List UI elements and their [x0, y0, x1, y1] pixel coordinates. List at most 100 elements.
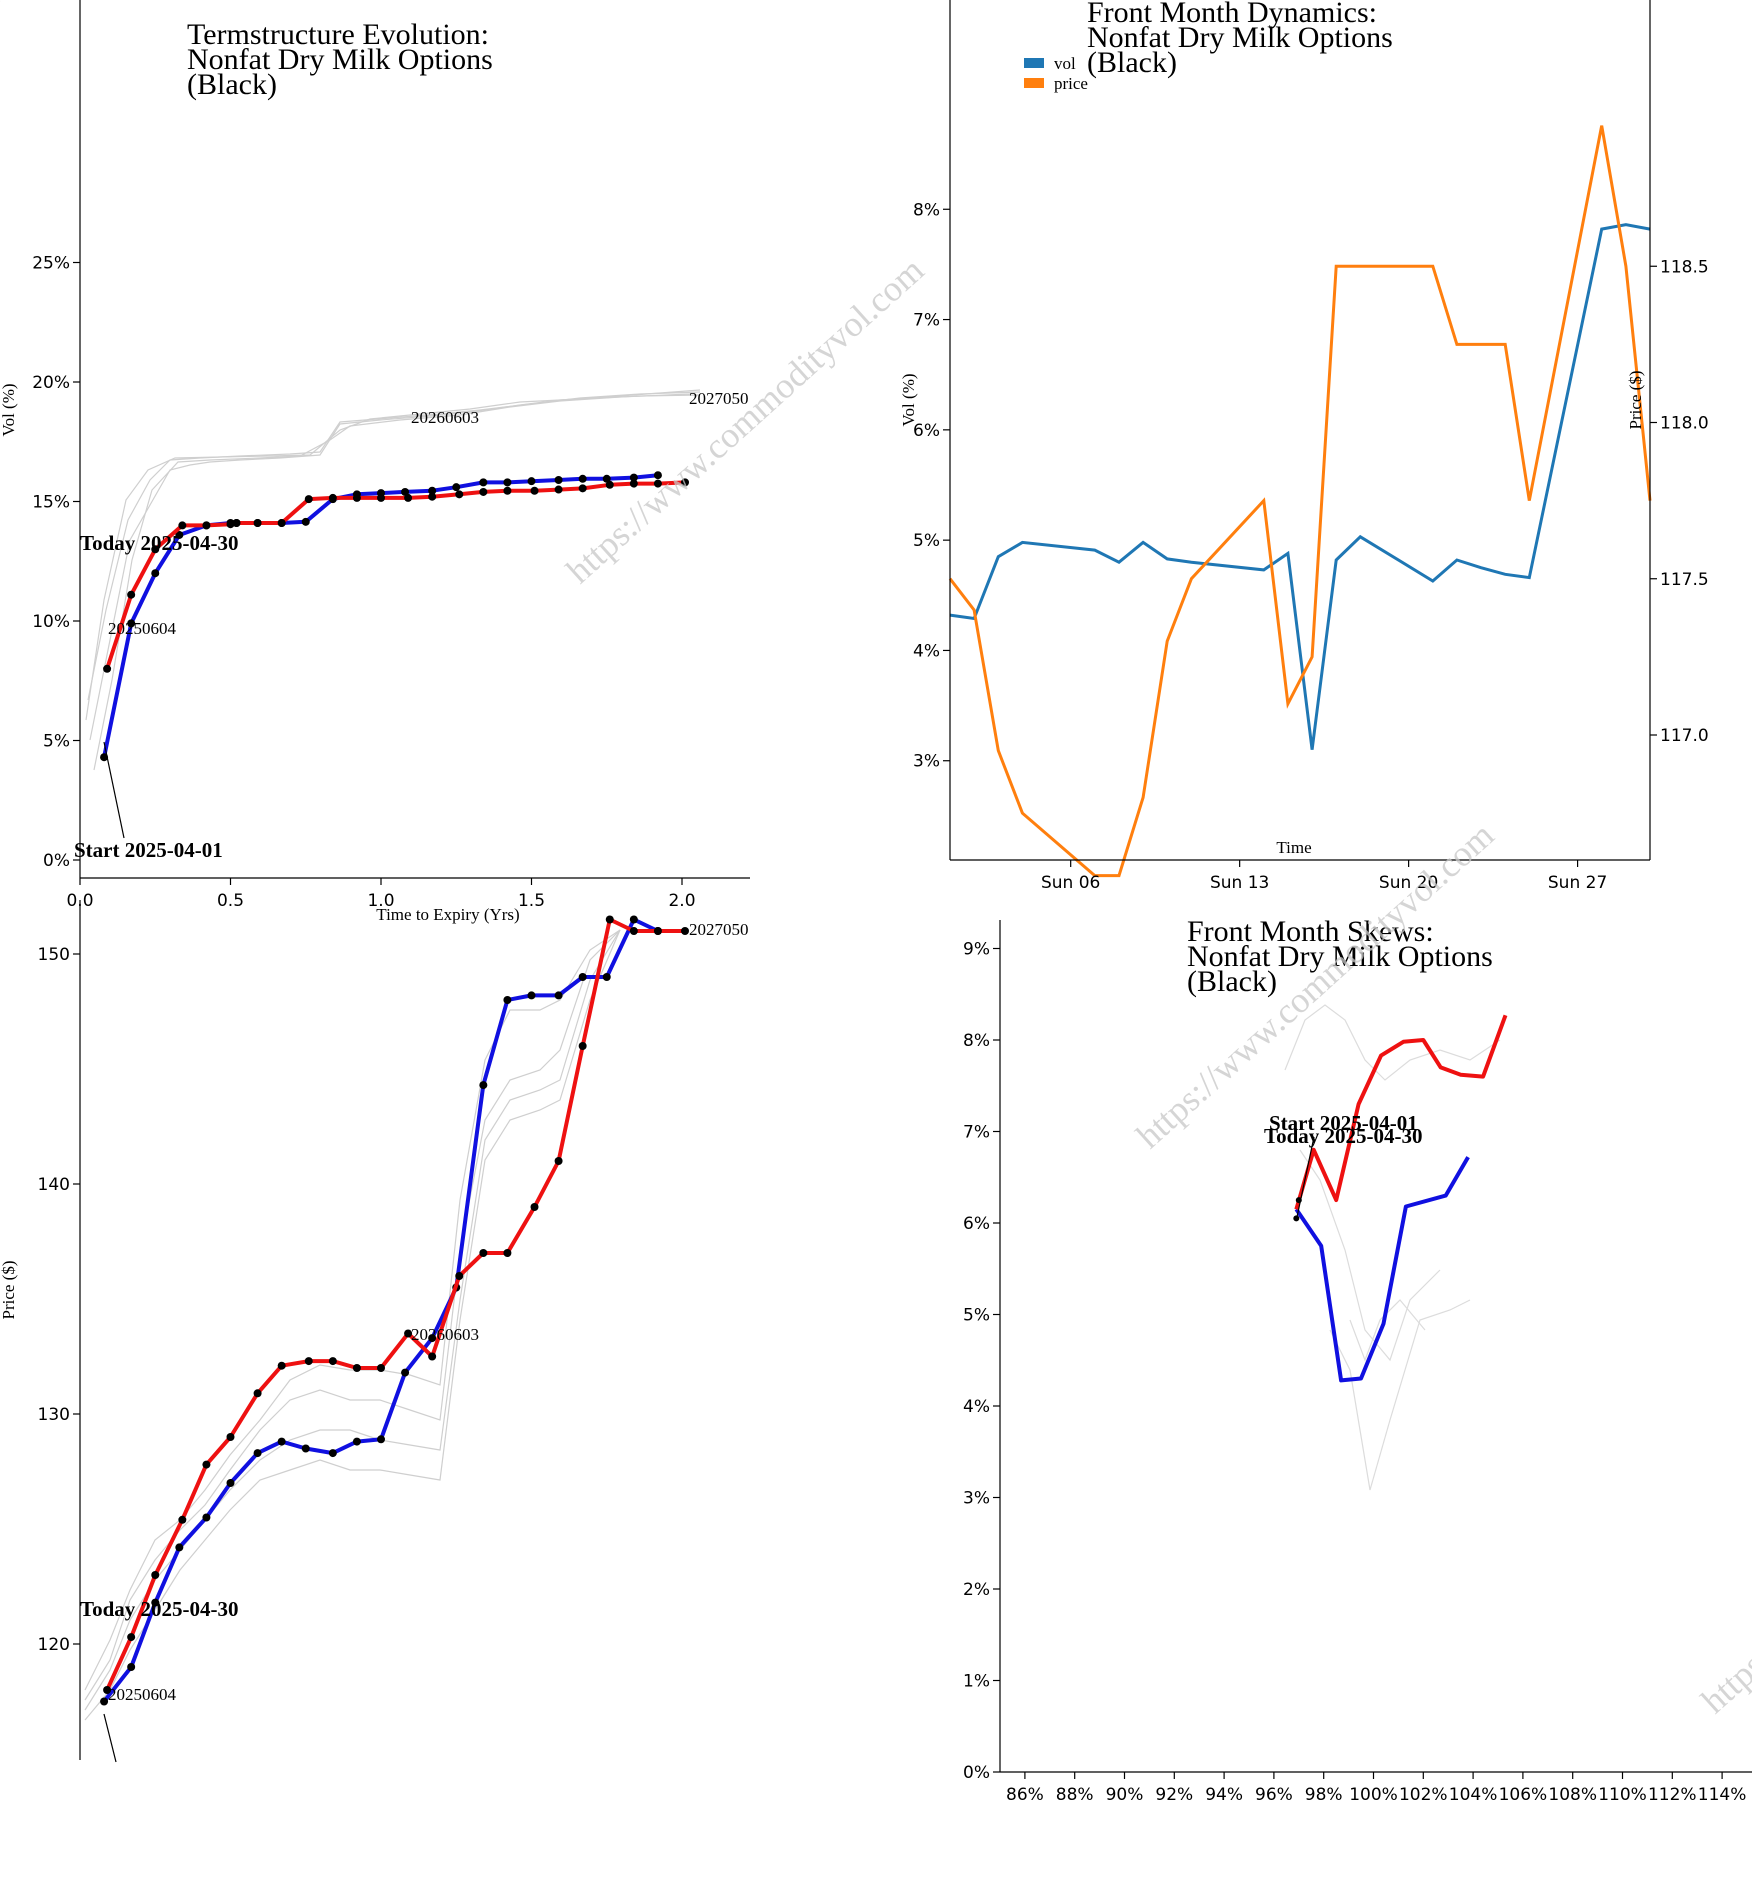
term-price-start-line-point	[554, 991, 563, 1000]
term-price-start-line-point	[428, 1334, 437, 1343]
term-vol-today-line-point	[629, 479, 638, 488]
y-tick-label: 3%	[913, 752, 940, 772]
term-vol-start-line-point	[401, 487, 410, 496]
term-vol-first-contract-label: 20250604	[108, 619, 177, 638]
term-price-first-contract-label: 20250604	[108, 1685, 177, 1704]
term-price-today-line-point	[226, 1433, 235, 1441]
term-vol-today-line-point	[151, 545, 160, 554]
term-price-today-line-point	[455, 1272, 464, 1280]
x-tick-label: Sun 20	[1379, 873, 1438, 893]
legend-vol-label: vol	[1054, 54, 1076, 73]
term-price-ghost-line	[84, 929, 621, 1721]
term-vol-start-line-point	[554, 475, 563, 484]
skews-atm-point	[1293, 1215, 1300, 1222]
term-price-start-line-point	[602, 973, 611, 981]
x-tick-label: Sun 13	[1210, 873, 1269, 893]
term-price-today-line	[105, 917, 685, 1691]
term-vol-start-line-point	[527, 477, 536, 486]
term-price-today-line-point	[328, 1357, 337, 1366]
term-vol-today-line-point	[404, 493, 413, 502]
term-price-today-line-point	[178, 1515, 187, 1524]
term-price-start-line-point	[127, 1663, 136, 1671]
term-price-start-line-point	[578, 973, 587, 981]
term-vol-today-annotation: Today 2025-04-30	[80, 531, 239, 555]
term-vol-start-line-point	[578, 474, 587, 483]
y-tick-label: 8%	[913, 200, 940, 220]
front-dynamics-plot	[948, 125, 1652, 878]
term-price-today-line-point	[653, 927, 662, 935]
term-vol-title-line2: Nonfat Dry Milk Options	[187, 43, 493, 76]
term-price-ghost-line	[84, 929, 621, 1711]
dyn-right-y-ticks: 117.0 117.5 118.0 118.5	[1650, 257, 1709, 746]
y-tick-label: 117.0	[1660, 726, 1709, 746]
term-price-start-line-point	[479, 1081, 488, 1090]
term-vol-today-line-point	[653, 479, 662, 488]
term-price-start-line-point	[401, 1368, 410, 1377]
term-vol-start-line-point	[175, 530, 184, 539]
term-price-start-line-point	[503, 996, 512, 1004]
term-price-today-line-point	[681, 927, 690, 935]
x-tick-label: 104%	[1449, 1785, 1498, 1805]
term-vol-today-line-point	[178, 521, 187, 530]
x-tick-label: 88%	[1056, 1785, 1094, 1805]
term-vol-today-line-point	[503, 486, 512, 495]
x-tick-label: 90%	[1106, 1785, 1144, 1805]
term-price-today-line-point	[127, 1633, 136, 1642]
term-price-start-line-point	[629, 915, 638, 924]
term-price-today-line-point	[304, 1357, 313, 1366]
y-tick-label: 5%	[963, 1306, 990, 1326]
term-vol-plot	[100, 471, 690, 762]
y-tick-label: 4%	[913, 641, 940, 661]
dyn-title-line2: Nonfat Dry Milk Options	[1087, 21, 1393, 54]
term-vol-today-line-point	[605, 480, 614, 489]
term-price-start-line-point	[151, 1598, 160, 1607]
term-price-y-label: Price ($)	[0, 1260, 18, 1319]
x-tick-label: 92%	[1155, 1785, 1193, 1805]
term-vol-x-label: Time to Expiry (Yrs)	[376, 905, 519, 924]
term-vol-today-line-point	[328, 493, 337, 502]
term-vol-title-line1: Termstructure Evolution:	[187, 18, 489, 51]
skews-title-line1: Front Month Skews:	[1187, 915, 1434, 948]
term-price-today-line-point	[103, 1686, 112, 1694]
skews-ghost-line	[1349, 1299, 1426, 1362]
x-tick-label: 112%	[1648, 1785, 1697, 1805]
skews-today-annotation: Today 2025-04-30	[1264, 1124, 1423, 1148]
y-tick-label: 130	[38, 1405, 70, 1425]
term-vol-start-line-point	[479, 478, 488, 487]
y-tick-label: 25%	[32, 254, 70, 274]
term-vol-start-arrow	[103, 741, 125, 839]
x-tick-label: 110%	[1598, 1785, 1647, 1805]
skews-ghosts	[1284, 1004, 1501, 1491]
skews-plot	[1293, 1014, 1508, 1383]
y-tick-label: 6%	[913, 421, 940, 441]
term-price-today-line-point	[151, 1571, 160, 1579]
term-price-mid-contract-label: 20260603	[411, 1325, 479, 1344]
dyn-vol-line	[949, 223, 1651, 750]
y-tick-label: 10%	[32, 612, 70, 632]
term-vol-today-line-point	[202, 521, 211, 530]
dyn-y-label: Vol (%)	[899, 373, 918, 426]
term-price-ghost-line	[84, 929, 621, 1701]
watermark-text: https://www.commodityvol.com	[559, 250, 932, 591]
term-vol-today-line-point	[681, 478, 690, 487]
dyn-x-ticks: Sun 06 Sun 13 Sun 20 Sun 27	[1041, 860, 1607, 893]
skews-ghost-line	[1329, 1299, 1471, 1491]
term-vol-today-line-point	[103, 664, 112, 673]
x-tick-label: 0.5	[217, 891, 244, 911]
skews-panel: 0% 1% 2% 3% 4% 5% 6% 7% 8% 9% 86% 88% 90% 92% 94% 96% 9…	[963, 915, 1752, 1805]
y-tick-label: 5%	[913, 531, 940, 551]
term-price-y-ticks: 120 130 140 150	[38, 945, 80, 1655]
term-price-plot	[100, 915, 690, 1706]
term-vol-today-line-point	[253, 519, 262, 528]
dyn-x-label: Time	[1276, 838, 1311, 857]
dyn-right-y-label: Price ($)	[1626, 370, 1645, 429]
term-price-today-line-point	[479, 1249, 488, 1257]
term-vol-today-line-point	[377, 493, 385, 502]
term-price-start-arrow	[103, 1713, 117, 1763]
term-price-today-line-point	[554, 1157, 563, 1165]
term-price-start-line-point	[226, 1479, 235, 1487]
term-vol-start-line-point	[503, 478, 512, 487]
term-price-today-line-point	[629, 927, 638, 935]
x-tick-label: 98%	[1305, 1785, 1343, 1805]
skews-annotation-arrow	[1296, 1136, 1315, 1218]
